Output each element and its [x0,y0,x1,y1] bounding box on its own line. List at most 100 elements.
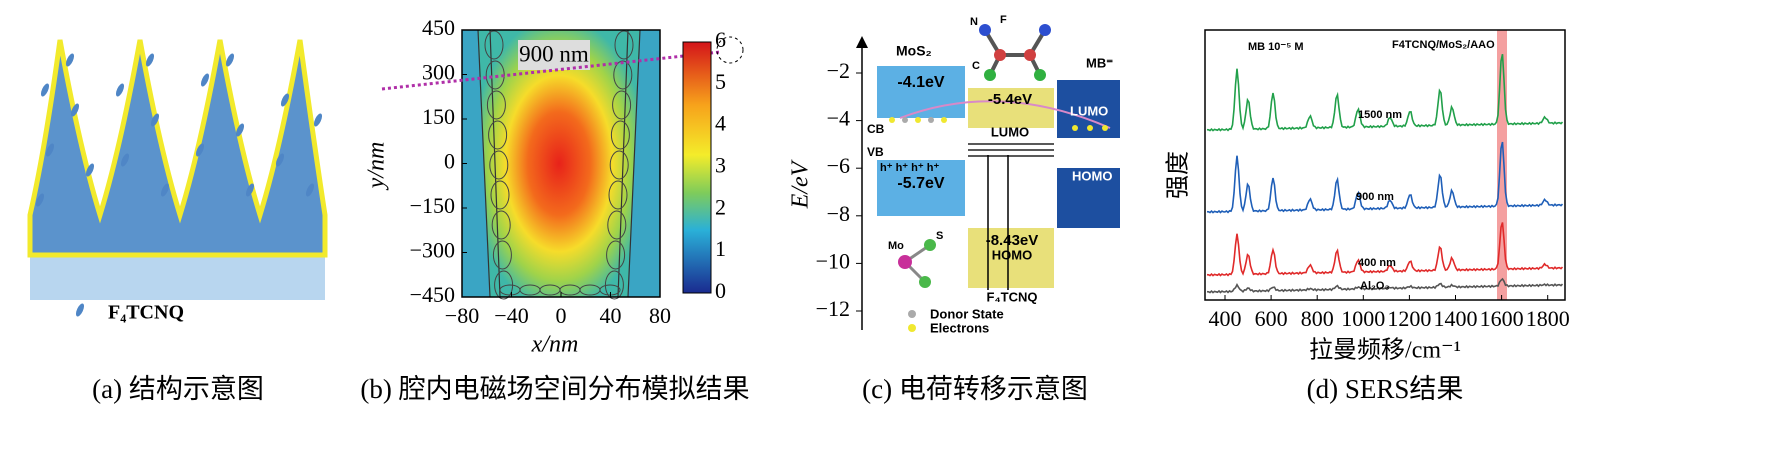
y-tick-label: 0 [444,149,455,174]
molecule [979,24,1051,81]
caption: (d) SERS结果 [1307,374,1464,404]
x-tick-label: 400 [1209,306,1242,331]
panel-c: MoS₂ -4.1eV -5.7eV CB VB h⁺ h⁺ h⁺ h⁺ -5.… [788,14,1120,404]
trace-label: 400 nm [1358,257,1396,269]
legend-donor: Donor State [930,306,1004,321]
y-tick-label: −2 [827,58,850,83]
f4-homo-energy: -8.43eV [986,232,1039,249]
excitation-arrow [987,155,1009,290]
mb-label: MB⁼ [1086,55,1113,70]
sphere [488,120,508,150]
atom-c: C [972,60,980,72]
electron [915,117,921,123]
y-tick-label: −10 [816,248,850,273]
atom-mo: Mo [888,240,904,252]
legend-label: F₄TCNQ [108,302,184,324]
marker [716,36,744,64]
spectrum [1206,277,1564,294]
mb-homo-band [1057,168,1120,228]
beam [381,50,721,91]
mos2-label: MoS₂ [896,43,932,59]
molecule [145,53,155,67]
sphere [491,210,511,240]
trace-label: 900 nm [1356,191,1394,203]
f4-name: F₄TCNQ [987,289,1038,304]
molecule [70,103,80,117]
panel-d: MB 10⁻⁵ M F4TCNQ/MoS₂/AAO 1500 nm 900 nm… [1165,29,1566,404]
mb-homo-label: HOMO [1072,168,1112,183]
highlight-band [1497,30,1507,300]
x-tick-label: 800 [1301,306,1334,331]
mos2-gap [877,118,965,160]
colorbar-tick-label: 3 [715,153,726,178]
colorbar [682,41,712,294]
transfer-arrow [899,100,1111,129]
y-tick-label: −12 [816,296,850,321]
mos2-cb-energy: -4.1eV [897,74,944,91]
electron [1102,125,1108,131]
y-tick-label: 450 [422,15,455,40]
sphere [608,180,628,210]
sphere [614,30,634,60]
y-label: E/eV [788,159,814,209]
spectrum [1206,222,1564,277]
spectrum [1206,54,1564,132]
annotation-box [518,40,590,70]
molecule [150,113,160,127]
sphere [607,210,627,240]
x-tick-label: 1200 [1387,306,1431,331]
molecule [235,123,245,137]
sphere [610,120,630,150]
sphere [612,90,632,120]
label-sample: F4TCNQ/MoS₂/AAO [1392,39,1495,51]
legend-electron-marker [908,324,916,332]
sphere [486,90,506,120]
annotation: 900 nm [519,41,589,66]
mos2-structure [898,239,936,288]
legend-donor-marker [908,310,916,318]
mb-lumo-label: LUMO [1070,103,1108,118]
electron [1072,125,1078,131]
caption: (a) 结构示意图 [92,374,264,404]
colorbar-tick-label: 6 [715,27,726,52]
molecule [195,143,205,157]
spectrum [1206,141,1564,214]
molecule [200,73,210,87]
atom-n: N [970,16,978,28]
x-tick-label: 1000 [1341,306,1385,331]
caption: (c) 电荷转移示意图 [862,374,1088,404]
molecule [35,193,45,207]
plot-frame [1204,29,1566,301]
x-tick-label: −80 [445,303,479,328]
molecule [313,113,323,127]
label-mb: MB 10⁻⁵ M [1248,41,1304,53]
molecule [225,53,235,67]
y-tick-label: −8 [827,201,850,226]
y-tick-label: −6 [827,153,850,178]
x-tick-label: 600 [1255,306,1288,331]
colorbar-tick-label: 5 [715,69,726,94]
x-tick-label: 1800 [1526,306,1570,331]
sphere [489,150,509,180]
f4-lumo-band [968,88,1054,128]
electron [902,117,908,123]
molecule [120,153,130,167]
y-label: 强度 [1165,151,1192,199]
y-tick-label: −150 [410,193,455,218]
sphere [484,30,504,60]
molecule [65,53,75,67]
y-tick-label: −300 [410,238,455,263]
electron [1087,125,1093,131]
f4-lumo-label: LUMO [991,124,1029,139]
molecule [275,153,285,167]
trace-label: Al₂O₃ [1360,280,1390,292]
molecule [280,93,290,107]
colorbar-tick-label: 2 [715,194,726,219]
panel-b: 900 nm x/nm y/nm (b) 腔内电磁场空间分布模拟结果 [360,29,750,404]
y-tick-label: 150 [422,104,455,129]
molecule [85,163,95,177]
cavity-wall [477,29,641,298]
trace-label: 1500 nm [1358,109,1402,121]
molecule [115,83,125,97]
